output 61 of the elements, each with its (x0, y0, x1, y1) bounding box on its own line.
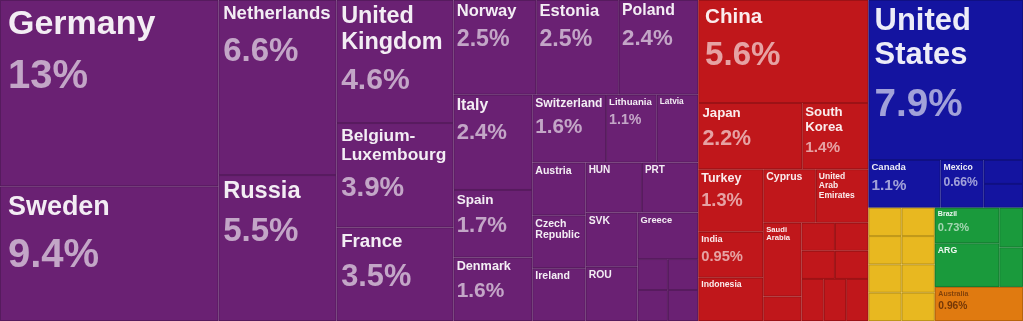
data-label: 4.6% (341, 61, 410, 95)
category-label: China (705, 3, 763, 27)
category-label: Japan (702, 105, 741, 121)
data-label: 13% (8, 52, 89, 97)
category-label: Netherlands (223, 2, 331, 24)
category-label: Poland (622, 1, 675, 19)
category-label: Latvia (659, 96, 685, 107)
category-label: Cyprus (766, 170, 803, 183)
data-label: 5.5% (223, 211, 299, 249)
data-label: 1.3% (701, 189, 743, 210)
category-label: South Korea (805, 104, 844, 134)
category-label: United Kingdom (341, 1, 443, 54)
data-label: 2.5% (456, 25, 510, 52)
data-label: 1.1% (871, 176, 907, 194)
category-label: Spain (456, 191, 494, 207)
data-label: 0.95% (701, 247, 743, 264)
category-label: India (701, 233, 724, 244)
category-label: Greece (640, 214, 673, 225)
category-label: United States (874, 2, 971, 72)
category-label: Turkey (701, 170, 742, 185)
data-label: 6.6% (223, 30, 299, 68)
data-label: 1.7% (456, 211, 508, 237)
category-label: Canada (871, 161, 907, 173)
category-label: PRT (644, 164, 665, 176)
category-label: Indonesia (701, 279, 742, 290)
category-label: Denmark (456, 259, 512, 274)
category-label: Russia (223, 177, 302, 204)
data-label: 0.96% (938, 300, 968, 312)
data-label: 2.4% (622, 24, 673, 50)
data-label: 9.4% (8, 230, 100, 275)
category-label: ARG (937, 245, 958, 255)
category-label: HUN (588, 164, 611, 176)
category-label: Mexico (943, 161, 973, 172)
category-label: Belgium-Luxembourg (341, 125, 447, 165)
category-label: United Arab Emirates (818, 170, 856, 200)
category-label: Austria (535, 163, 572, 176)
category-label: Italy (456, 96, 489, 114)
data-label: 1.1% (609, 110, 642, 127)
data-label: 1.6% (535, 114, 583, 138)
category-label: Ireland (535, 269, 570, 282)
data-label: 3.9% (341, 170, 405, 202)
data-label: 0.66% (943, 174, 979, 189)
data-label: 2.2% (702, 125, 752, 150)
category-label: SVK (588, 214, 611, 226)
data-label: 1.6% (456, 278, 505, 302)
category-label: ROU (588, 268, 612, 280)
data-label: 7.9% (874, 80, 963, 124)
data-label: 2.4% (456, 118, 508, 144)
category-label: Estonia (539, 1, 600, 21)
category-label: Switzerland (535, 96, 603, 111)
data-label: 0.73% (937, 220, 970, 233)
category-label: Norway (456, 1, 518, 21)
category-label: Lithuania (609, 96, 653, 108)
category-label: Germany (8, 3, 156, 42)
data-label: 5.6% (705, 35, 781, 73)
data-label: 2.5% (539, 25, 593, 52)
data-label: 1.4% (805, 137, 841, 155)
data-label: 3.5% (341, 257, 412, 293)
category-label: France (341, 229, 403, 251)
category-label: Czech Republic (535, 216, 580, 241)
category-label: Sweden (8, 191, 110, 222)
